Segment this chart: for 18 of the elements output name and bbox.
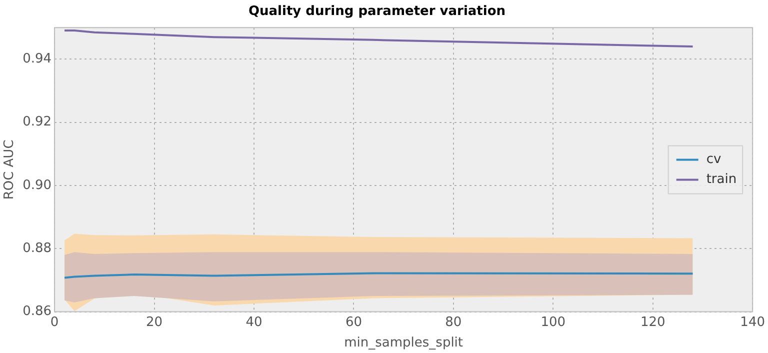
x-tick-label: 140 [740, 314, 766, 330]
x-tick-label: 60 [345, 314, 362, 330]
x-tick-label: 0 [50, 314, 59, 330]
y-tick-label: 0.88 [22, 241, 52, 256]
x-tick-label: 40 [246, 314, 262, 330]
x-axis-title: min_samples_split [344, 336, 464, 351]
legend-label: cv [706, 152, 722, 168]
legend-label: train [706, 172, 737, 188]
y-tick-label: 0.90 [22, 178, 52, 193]
y-axis-title: ROC AUC [2, 140, 18, 200]
chart-title: Quality during parameter variation [248, 4, 506, 20]
x-tick-label: 100 [540, 314, 566, 330]
y-tick-label: 0.92 [22, 114, 52, 130]
x-tick-label: 20 [146, 314, 163, 330]
x-tick-label: 80 [445, 314, 462, 330]
y-tick-label: 0.86 [22, 304, 52, 320]
y-tick-label: 0.94 [22, 52, 52, 67]
x-tick-label: 120 [640, 314, 666, 330]
